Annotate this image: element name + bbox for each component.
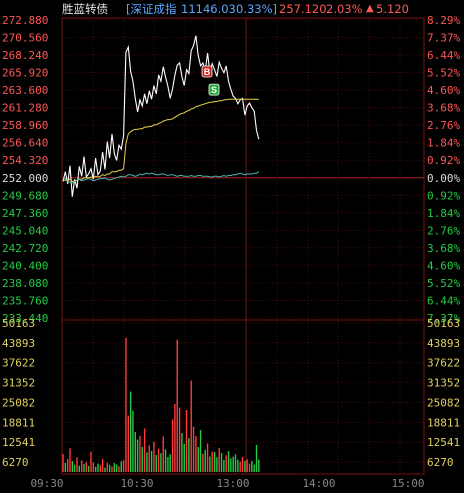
volume-tick-label-right: 50163 xyxy=(427,317,460,330)
volume-tick-label-right: 25082 xyxy=(427,396,460,409)
marker-label: B xyxy=(204,67,211,77)
percent-tick-label: 1.84% xyxy=(427,137,460,150)
index-line xyxy=(62,171,260,184)
marker-label: S xyxy=(211,85,217,95)
price-line xyxy=(62,35,260,197)
volume-tick-label: 31352 xyxy=(2,377,35,390)
volume-tick-label: 43893 xyxy=(2,337,35,350)
volume-tick-label-right: 18811 xyxy=(427,416,460,429)
price-tick-label: 268.240 xyxy=(2,49,48,62)
price-tick-label: 233.440 xyxy=(2,312,48,325)
volume-tick-label: 25082 xyxy=(2,396,35,409)
price-tick-label: 238.080 xyxy=(2,277,48,290)
price-tick-label: 252.000 xyxy=(2,172,48,185)
volume-tick-label: 12541 xyxy=(2,436,35,449)
percent-tick-label: 4.60% xyxy=(427,259,460,272)
volume-tick-label: 18811 xyxy=(2,416,35,429)
stock-name[interactable]: 胜蓝转债 xyxy=(62,2,108,16)
percent-tick-label: 8.29% xyxy=(427,14,460,27)
percent-tick-label: 0.00% xyxy=(427,172,460,185)
buy-marker-icon xyxy=(201,65,213,78)
price-tick-label: 270.560 xyxy=(2,32,48,45)
percent-tick-label: 0.92% xyxy=(427,189,460,202)
percent-tick-label: 0.92% xyxy=(427,154,460,167)
time-tick-label: 10:30 xyxy=(120,477,153,490)
price-tick-label: 261.280 xyxy=(2,102,48,115)
price-tick-label: 247.360 xyxy=(2,207,48,220)
volume-tick-label: 6270 xyxy=(2,456,29,469)
price-tick-label: 254.320 xyxy=(2,154,48,167)
price-tick-label: 245.040 xyxy=(2,224,48,237)
price-tick-label: 235.760 xyxy=(2,294,48,307)
price-tick-label: 265.920 xyxy=(2,67,48,80)
percent-tick-label: 6.44% xyxy=(427,49,460,62)
chart-frame xyxy=(61,17,425,475)
last-price: 257.120 xyxy=(279,2,327,16)
volume-tick-label-right: 12541 xyxy=(427,436,460,449)
price-tick-label: 263.600 xyxy=(2,84,48,97)
time-tick-label: 09:30 xyxy=(30,477,63,490)
volume-tick-label-right: 31352 xyxy=(427,377,460,390)
percent-tick-label: 3.68% xyxy=(427,102,460,115)
change-percent: 2.03% xyxy=(326,2,363,16)
time-tick-label: 15:00 xyxy=(391,477,424,490)
volume-tick-label-right: 43893 xyxy=(427,337,460,350)
volume-tick-label-right: 37622 xyxy=(427,357,460,370)
percent-tick-label: 5.52% xyxy=(427,67,460,80)
volume-tick-label: 37622 xyxy=(2,357,35,370)
percent-tick-label: 7.37% xyxy=(427,312,460,325)
index-name[interactable]: [深证成指 xyxy=(126,2,177,16)
price-tick-label: 258.960 xyxy=(2,119,48,132)
price-tick-label: 242.720 xyxy=(2,242,48,255)
price-tick-label: 240.400 xyxy=(2,259,48,272)
volume-tick-label: 50163 xyxy=(2,317,35,330)
index-pct: 0.33%] xyxy=(236,2,278,16)
price-tick-label: 256.640 xyxy=(2,137,48,150)
percent-tick-label: 2.76% xyxy=(427,224,460,237)
percent-tick-label: 7.37% xyxy=(427,32,460,45)
sell-marker-icon xyxy=(208,83,220,96)
volume-tick-label-right: 6270 xyxy=(427,456,454,469)
time-tick-label: 14:00 xyxy=(302,477,335,490)
avg-line xyxy=(62,98,259,183)
price-tick-label: 249.680 xyxy=(2,189,48,202)
percent-tick-label: 3.68% xyxy=(427,242,460,255)
price-tick-label: 272.880 xyxy=(2,14,48,27)
time-tick-label: 13:00 xyxy=(216,477,249,490)
index-value: 11146.03 xyxy=(181,2,236,16)
percent-tick-label: 5.52% xyxy=(427,277,460,290)
percent-tick-label: 4.60% xyxy=(427,84,460,97)
percent-tick-label: 1.84% xyxy=(427,207,460,220)
percent-tick-label: 2.76% xyxy=(427,119,460,132)
percent-tick-label: 6.44% xyxy=(427,294,460,307)
up-arrow-icon: ▲ xyxy=(366,3,374,14)
change-amount: 5.120 xyxy=(376,2,409,16)
